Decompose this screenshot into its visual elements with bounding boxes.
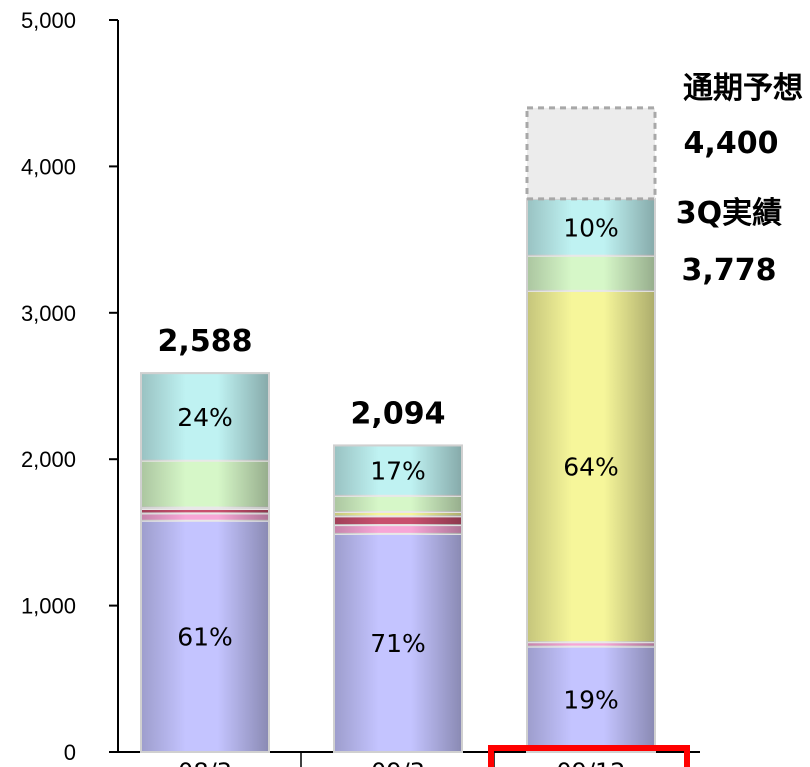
bar-segment-shade [334,533,462,752]
actual-value: 3,778 [682,253,777,288]
bar-outline [140,372,270,753]
bars [140,106,657,754]
forecast-value: 4,400 [684,126,779,161]
bar-segment-shade [334,495,462,512]
bar-segment-shade [527,290,655,643]
bar-segment-shade [141,460,269,508]
bar-segment-shade [527,255,655,291]
bar-segment-shade [141,513,269,521]
bar-segment-shade [527,198,655,256]
bar-segment-shade [141,520,269,752]
actual-title: 3Q実績 [676,196,782,231]
percent-label: 61% [177,622,233,651]
x-category-label: 09/3 [371,758,425,767]
bar-segment-shade [334,511,462,517]
percent-label: 17% [370,457,426,486]
percent-label: 24% [177,403,233,432]
labels: 2,588 08/3 2,094 09/3 09/12 61% 24% 71% 17% 19% 64… [158,213,690,767]
percent-label: 19% [563,685,619,714]
bar-segment-shade [334,516,462,526]
bar-segment-shade [141,508,269,514]
bar-segment-shade [527,646,655,752]
y-tick-label: 1,000 [21,594,76,619]
y-tick-label: 4,000 [21,154,76,179]
percent-label: 64% [563,453,619,482]
highlight-box [488,745,690,767]
bar-segment-shade [334,525,462,534]
total-label: 2,588 [158,324,253,359]
percent-label: 10% [563,213,619,242]
bar-outline [333,444,463,753]
y-tick-label: 3,000 [21,301,76,326]
annotations: 通期予想 4,400 3Q実績 3,778 [676,71,803,288]
bar-outline [526,197,656,753]
forecast-box [525,106,657,201]
bar-segment-shade [527,642,655,647]
bar-segment-shade [334,445,462,496]
x-category-label: 08/3 [178,758,232,767]
percent-label: 71% [370,629,426,658]
bar-segment-shade [141,373,269,461]
y-tick-label: 2,000 [21,447,76,472]
total-label: 2,094 [351,396,446,431]
y-tick-label: 0 [64,740,76,765]
y-tick-label: 5,000 [21,8,76,33]
forecast-title: 通期予想 [683,71,803,106]
x-category-label: 09/12 [556,758,625,767]
